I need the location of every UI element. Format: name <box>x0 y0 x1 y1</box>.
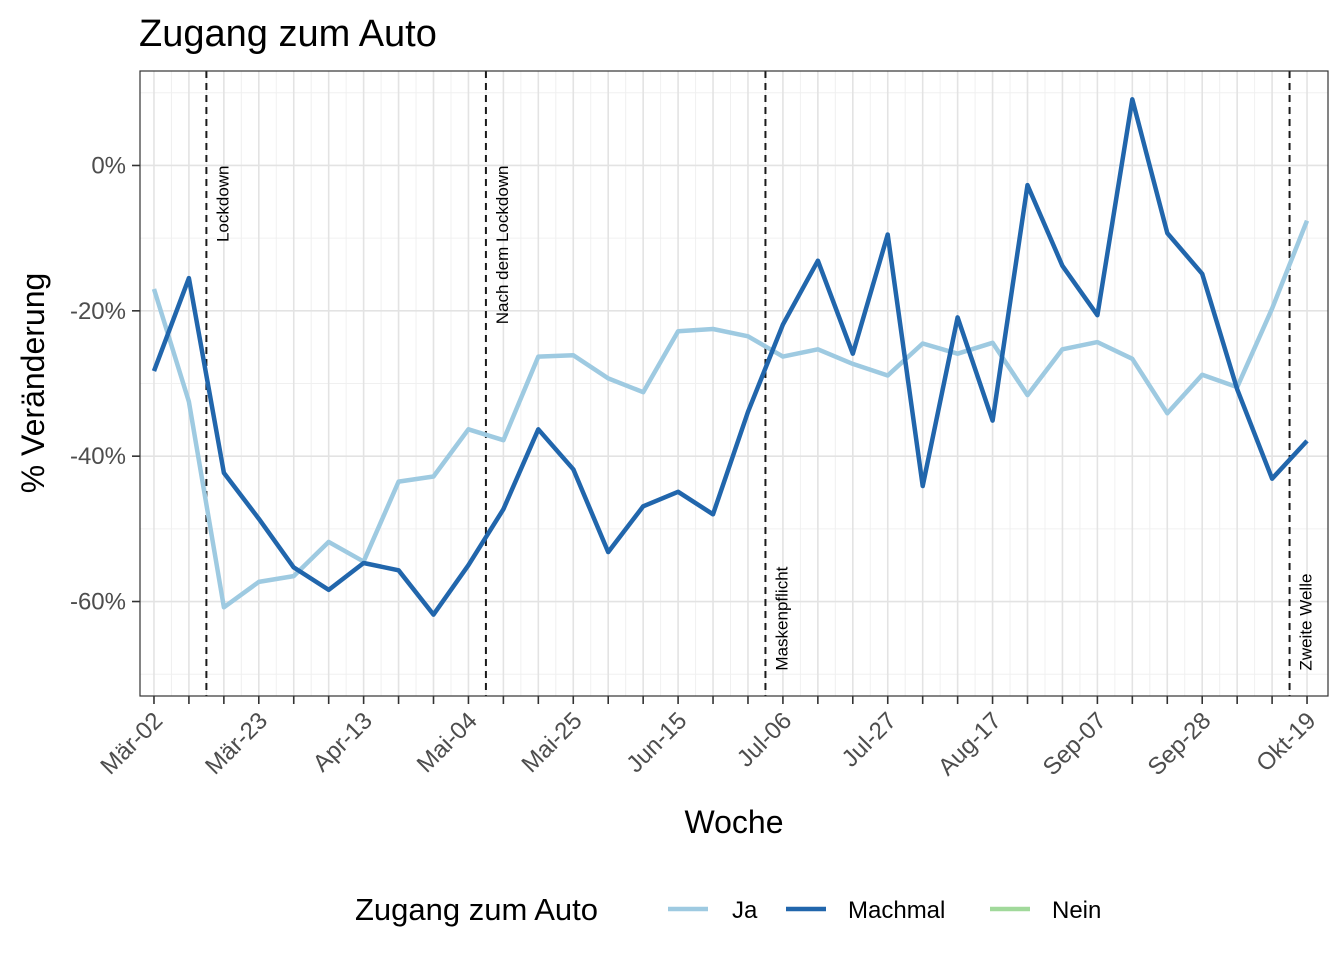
annotation-label: Lockdown <box>213 165 232 242</box>
x-tick-label: Aug-17 <box>933 707 1007 781</box>
y-tick-label: -20% <box>70 298 126 325</box>
series-line-ja <box>151 219 1310 610</box>
legend-title: Zugang zum Auto <box>355 892 598 927</box>
legend-item-ja: Ja <box>668 897 758 924</box>
x-tick-label: Sep-28 <box>1143 707 1217 781</box>
x-tick-label: Mär-02 <box>95 707 168 780</box>
x-tick-label: Okt-19 <box>1251 707 1321 777</box>
y-tick-label: -40% <box>70 443 126 470</box>
annotation-label: Maskenpflicht <box>772 566 791 670</box>
legend-item-nein: Nein <box>990 897 1101 924</box>
grid <box>140 71 1328 696</box>
y-tick-label: -60% <box>70 589 126 616</box>
y-tick-label: 0% <box>91 152 126 179</box>
legend-label: Nein <box>1052 897 1101 924</box>
x-tick-label: Apr-13 <box>308 707 378 777</box>
x-axis-title: Woche <box>684 804 783 840</box>
x-tick-label: Jul-06 <box>732 707 797 772</box>
legend-items: Ja Machmal Nein <box>668 897 1101 924</box>
plot-border <box>139 70 1329 697</box>
series-lines <box>151 97 1310 617</box>
legend: Zugang zum Auto Ja Machmal Nein <box>355 892 1101 927</box>
chart-title: Zugang zum Auto <box>139 13 437 55</box>
legend-item-machmal: Machmal <box>786 897 945 924</box>
x-tick-label: Mär-23 <box>200 707 273 780</box>
legend-label: Machmal <box>848 897 945 924</box>
series-line-machmal <box>151 97 1309 617</box>
x-tick-label: Sep-07 <box>1038 707 1112 781</box>
x-tick-label: Jun-15 <box>621 707 692 778</box>
annotation-label: Nach dem Lockdown <box>493 165 512 324</box>
legend-label: Ja <box>732 897 758 924</box>
annotation-label: Zweite Welle <box>1297 574 1316 671</box>
x-tick-label: Jul-27 <box>837 707 902 772</box>
x-tick-label: Mai-04 <box>412 707 483 778</box>
x-tick-label: Mai-25 <box>517 707 588 778</box>
y-axis-title: % Veränderung <box>15 273 51 494</box>
